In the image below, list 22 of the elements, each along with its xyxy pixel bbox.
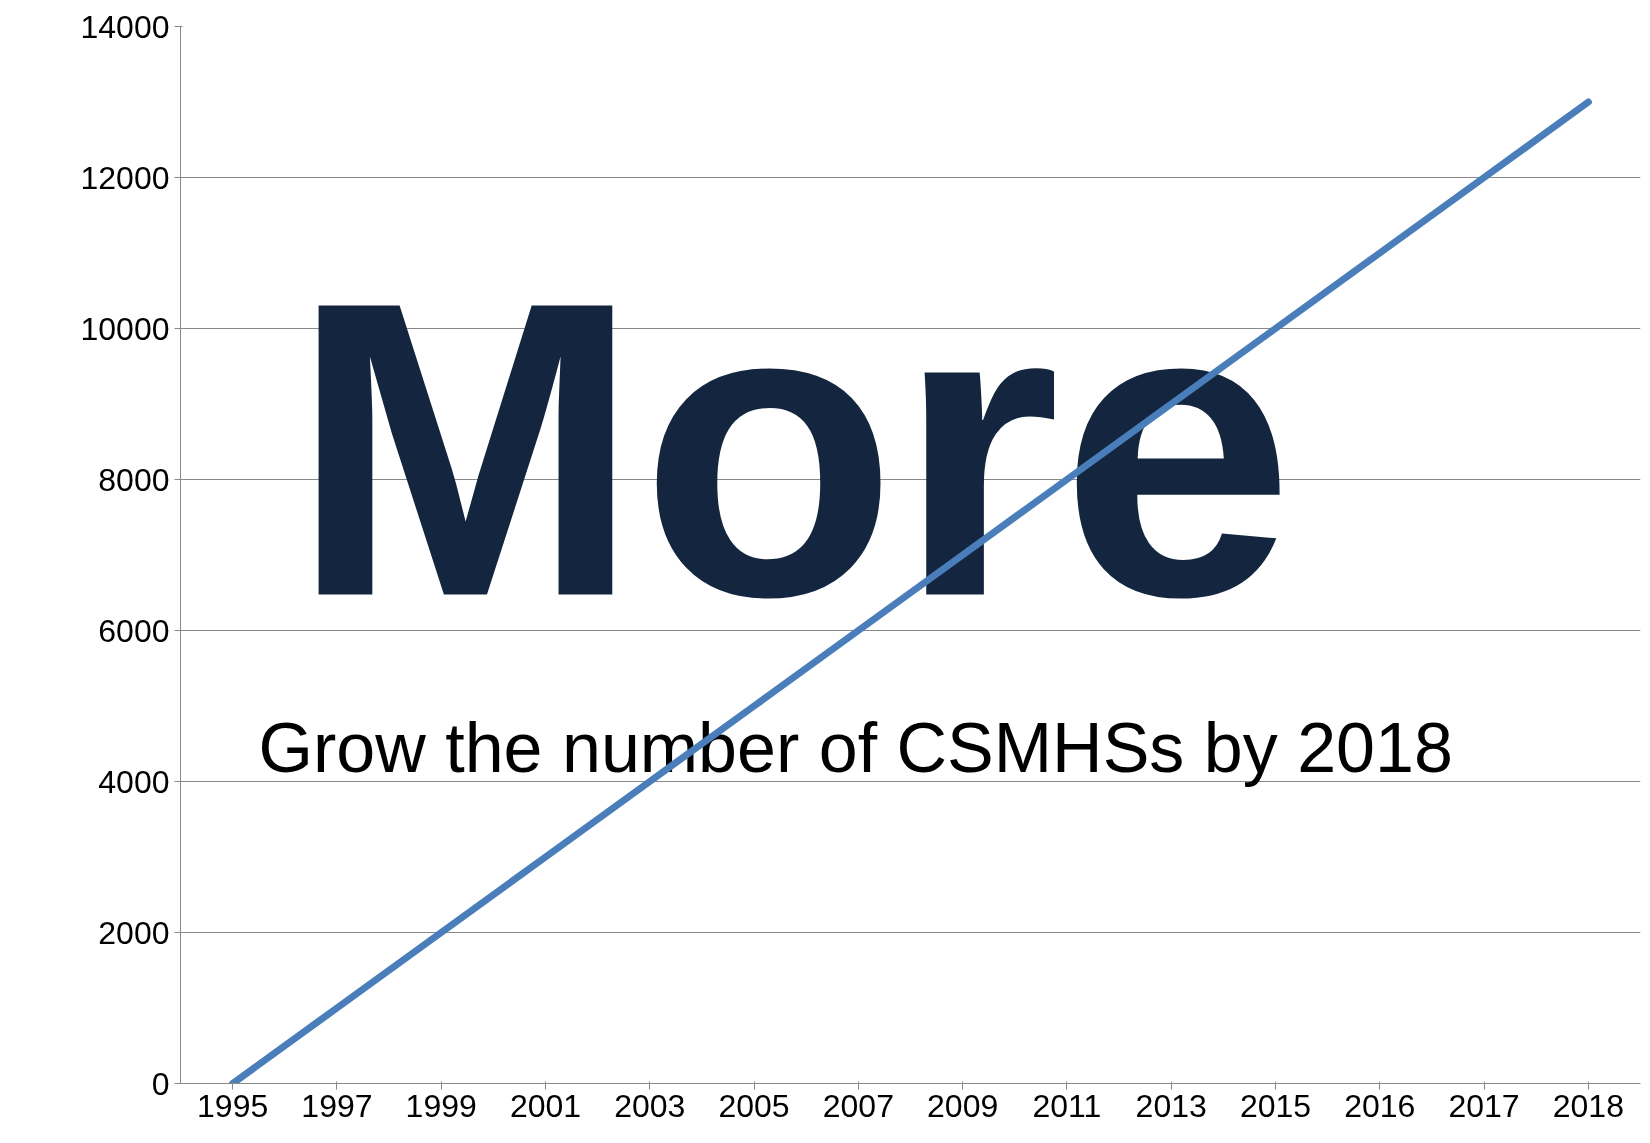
y-tick-label: 12000: [80, 159, 170, 196]
x-tick-label: 2005: [718, 1087, 790, 1124]
y-tick-label: 6000: [98, 612, 170, 649]
x-tick-label: 1995: [197, 1087, 269, 1124]
x-tick-label: 2013: [1135, 1087, 1207, 1124]
x-tick-label: 1999: [405, 1087, 477, 1124]
y-tick-label: 14000: [80, 8, 170, 45]
x-tick-label: 2011: [1032, 1087, 1102, 1124]
y-tick-label: 2000: [98, 914, 170, 951]
x-tick-label: 2003: [614, 1087, 686, 1124]
x-tick-label: 2007: [822, 1087, 894, 1124]
x-tick-label: 2001: [509, 1087, 582, 1124]
y-tick-label: 10000: [80, 310, 170, 347]
y-tick-label: 4000: [98, 763, 170, 800]
y-tick-label: 0: [151, 1065, 170, 1102]
x-tick-label: 2016: [1344, 1087, 1416, 1124]
y-tick-label: 8000: [98, 461, 170, 498]
x-tick-label: 2018: [1552, 1087, 1624, 1124]
x-tick-label: 2015: [1239, 1087, 1312, 1124]
x-tick-label: 2017: [1448, 1087, 1520, 1124]
x-tick-label: 1997: [301, 1087, 373, 1124]
x-tick-label: 2009: [927, 1087, 999, 1124]
